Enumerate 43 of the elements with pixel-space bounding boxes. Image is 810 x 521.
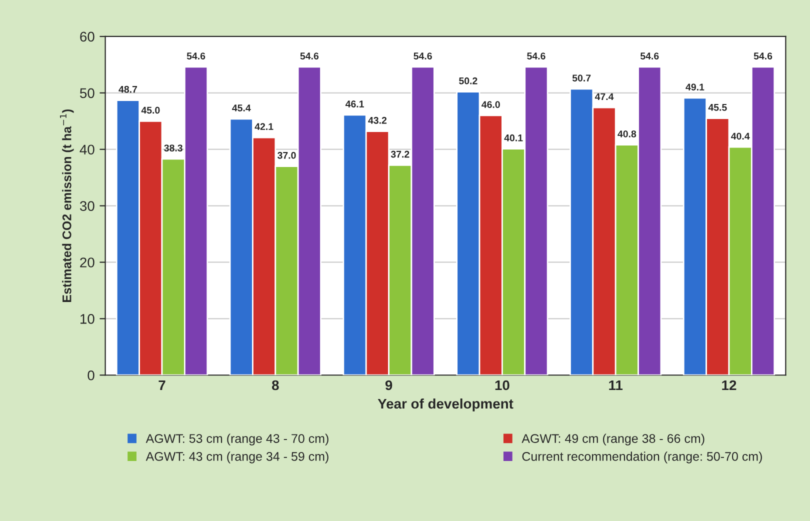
y-tick-label: 0 [88,370,94,380]
data-label: 50.2 [459,77,478,84]
y-tick-label: 40 [80,144,94,155]
y-tick-label: 30 [80,201,94,211]
y-tick-label: 10 [80,314,94,324]
y-tick-label: 60 [80,32,94,42]
data-label: 54.6 [300,52,319,60]
legend-label: Current recommendation (range: 50-70 cm) [522,452,762,464]
legend-label: AGWT: 49 cm (range 38 - 66 cm) [522,434,704,446]
x-axis-title: Year of development [378,398,514,412]
data-label: 42.1 [254,123,274,130]
data-label: 37.0 [278,152,296,159]
x-tick-label: 9 [385,380,392,390]
y-axis-title: Estimated CO2 emission (t ha$^{−1}$) [60,109,74,302]
data-label: 45.5 [708,104,727,111]
data-label: 47.4 [594,93,614,100]
x-tick-label: 8 [272,380,279,390]
data-label: 54.6 [754,52,772,60]
data-label: 54.6 [414,52,432,60]
data-label: 43.2 [368,116,387,124]
data-label: 46.1 [345,100,364,108]
data-label: 54.6 [186,52,206,60]
x-tick-label: 10 [495,380,510,390]
data-label: 54.6 [640,52,659,60]
data-label: 37.2 [390,150,410,158]
data-label: 49.1 [686,84,704,91]
data-label: 50.7 [572,74,591,82]
x-tick-label: 7 [158,380,166,390]
data-label: 54.6 [527,52,546,60]
data-label: 46.0 [482,101,500,108]
data-label: 40.8 [618,130,636,138]
x-tick-label: 12 [722,380,736,390]
data-label: 45.0 [141,106,160,114]
data-label: 38.3 [164,144,182,152]
data-label: 45.4 [232,104,251,112]
legend-label: AGWT: 43 cm (range 34 - 59 cm) [146,452,328,464]
legend-label: AGWT: 53 cm (range 43 - 70 cm) [146,434,328,446]
data-label: 40.4 [731,132,750,140]
x-tick-label: 11 [609,380,623,390]
y-tick-label: 50 [80,88,94,98]
data-label: 40.1 [504,134,523,142]
data-label: 48.7 [118,86,138,93]
y-tick-label: 20 [80,258,94,268]
